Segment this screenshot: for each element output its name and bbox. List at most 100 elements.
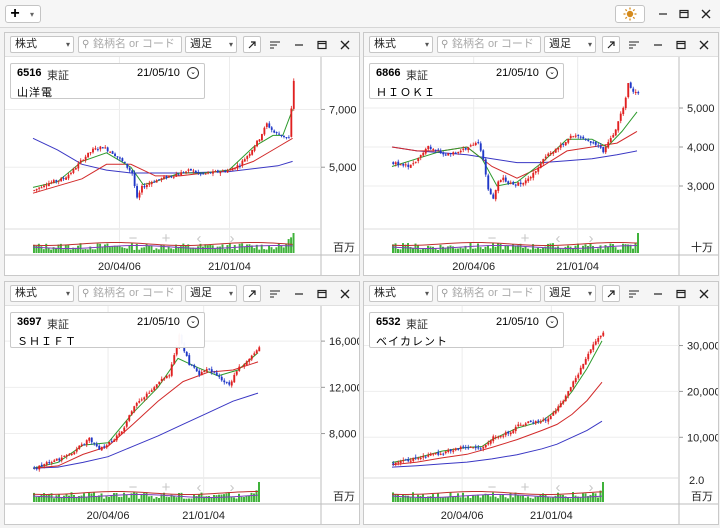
- menu-button[interactable]: [625, 36, 643, 53]
- chevron-right-icon[interactable]: ›: [230, 479, 235, 496]
- close-panel-button[interactable]: [695, 36, 713, 53]
- period-select-value: 週足: [549, 38, 571, 50]
- candle-body: [193, 365, 196, 368]
- minimize-button[interactable]: [654, 5, 672, 23]
- maximize-panel-button[interactable]: [313, 36, 331, 53]
- volume-average-line: [32, 245, 293, 250]
- close-icon: [340, 40, 350, 49]
- close-button[interactable]: [697, 5, 715, 23]
- maximize-icon: [676, 40, 686, 49]
- market-select[interactable]: 株式 ▾: [369, 36, 433, 53]
- chevron-down-icon: ▾: [587, 289, 592, 298]
- menu-button[interactable]: [266, 36, 284, 53]
- candle-body: [444, 154, 447, 156]
- volume-bar: [115, 492, 118, 502]
- period-select[interactable]: 週足 ▾: [185, 285, 237, 302]
- close-panel-button[interactable]: [336, 285, 354, 302]
- period-select[interactable]: 週足 ▾: [185, 36, 237, 53]
- maximize-panel-button[interactable]: [672, 285, 690, 302]
- chevron-left-icon[interactable]: ‹: [197, 230, 202, 247]
- candle-body: [131, 170, 134, 174]
- menu-button[interactable]: [266, 285, 284, 302]
- popout-button[interactable]: [243, 36, 261, 53]
- close-panel-button[interactable]: [336, 36, 354, 53]
- add-panel-button[interactable]: + ▾: [5, 5, 41, 23]
- candle-body: [90, 437, 93, 443]
- minimize-panel-button[interactable]: [290, 285, 308, 302]
- symbol-search-input[interactable]: ⚲ 銘柄名 or コード: [437, 36, 541, 53]
- volume-bar: [477, 243, 479, 253]
- volume-bar: [50, 493, 53, 502]
- candle-body: [467, 447, 470, 449]
- maximize-panel-button[interactable]: [672, 36, 690, 53]
- candle-body: [464, 148, 467, 150]
- close-panel-button[interactable]: [695, 285, 713, 302]
- chevron-right-icon[interactable]: ›: [589, 479, 594, 496]
- expand-chevron-icon[interactable]: ⌄: [187, 316, 199, 328]
- symbol-search-input[interactable]: ⚲ 銘柄名 or コード: [78, 36, 182, 53]
- symbol-search-input[interactable]: ⚲ 銘柄名 or コード: [437, 285, 541, 302]
- menu-button[interactable]: [625, 285, 643, 302]
- minimize-panel-button[interactable]: [290, 36, 308, 53]
- candlestick-chart[interactable]: 20/04/06 21/01/04 3,000 4,000 5,000 十万 − + ‹ ›: [364, 57, 718, 275]
- plus-icon[interactable]: +: [521, 479, 530, 496]
- minimize-panel-button[interactable]: [649, 285, 667, 302]
- candle-body: [55, 458, 58, 461]
- plus-icon[interactable]: +: [162, 230, 171, 247]
- expand-chevron-icon[interactable]: ⌄: [546, 67, 558, 79]
- candlestick-chart[interactable]: 20/04/06 21/01/04 10,000 20,000 30,000 2.0 百万 −…: [364, 306, 718, 524]
- symbol-search-input[interactable]: ⚲ 銘柄名 or コード: [78, 285, 182, 302]
- volume-bar: [487, 245, 489, 253]
- volume-bar: [47, 248, 50, 253]
- market-select[interactable]: 株式 ▾: [369, 285, 433, 302]
- expand-chevron-icon[interactable]: ⌄: [546, 316, 558, 328]
- chevron-right-icon[interactable]: ›: [230, 230, 235, 247]
- candle-body: [148, 392, 151, 394]
- chevron-left-icon[interactable]: ‹: [556, 230, 561, 247]
- volume-bar: [192, 247, 195, 253]
- popout-button[interactable]: [602, 36, 620, 53]
- theme-button[interactable]: [615, 5, 645, 23]
- plus-icon[interactable]: +: [162, 479, 171, 496]
- period-select[interactable]: 週足 ▾: [544, 36, 596, 53]
- candle-body: [459, 446, 462, 450]
- chevron-right-icon[interactable]: ›: [589, 230, 594, 247]
- expand-chevron-icon[interactable]: ⌄: [187, 67, 199, 79]
- minus-icon[interactable]: −: [488, 230, 497, 247]
- minus-icon[interactable]: −: [129, 230, 138, 247]
- volume-bar: [432, 494, 434, 502]
- candle-body: [104, 147, 107, 149]
- market-select[interactable]: 株式 ▾: [10, 285, 74, 302]
- market-select[interactable]: 株式 ▾: [10, 36, 74, 53]
- candle-body: [537, 420, 540, 422]
- volume-bar: [432, 246, 434, 253]
- chevron-left-icon[interactable]: ‹: [197, 479, 202, 496]
- chevron-left-icon[interactable]: ‹: [556, 479, 561, 496]
- volume-bar: [504, 497, 507, 502]
- volume-bar: [402, 494, 404, 502]
- minus-icon[interactable]: −: [488, 479, 497, 496]
- candle-body: [106, 147, 109, 152]
- plus-icon[interactable]: +: [521, 230, 530, 247]
- maximize-button[interactable]: [675, 5, 693, 23]
- candlestick-chart[interactable]: 20/04/06 21/01/04 5,000 7,000 百万 − + ‹ ›: [5, 57, 359, 275]
- candle-body: [474, 446, 477, 449]
- candle-body: [253, 146, 256, 151]
- market-select-value: 株式: [15, 38, 37, 50]
- volume-bar: [143, 247, 146, 253]
- popout-button[interactable]: [243, 285, 261, 302]
- minimize-panel-button[interactable]: [649, 36, 667, 53]
- candle-body: [407, 459, 410, 462]
- volume-bar: [419, 495, 422, 502]
- volume-bar: [208, 496, 210, 502]
- period-select[interactable]: 週足 ▾: [544, 285, 596, 302]
- maximize-panel-button[interactable]: [313, 285, 331, 302]
- chart-panel-6866: 株式 ▾ ⚲ 銘柄名 or コード 週足 ▾ 20/04/06 21/01/04 3,00…: [363, 32, 719, 276]
- volume-bar: [534, 496, 537, 502]
- volume-bar: [629, 244, 632, 253]
- minus-icon[interactable]: −: [129, 479, 138, 496]
- volume-bar: [243, 246, 246, 253]
- ma-short-line: [32, 352, 259, 469]
- volume-bar: [135, 492, 138, 502]
- popout-button[interactable]: [602, 285, 620, 302]
